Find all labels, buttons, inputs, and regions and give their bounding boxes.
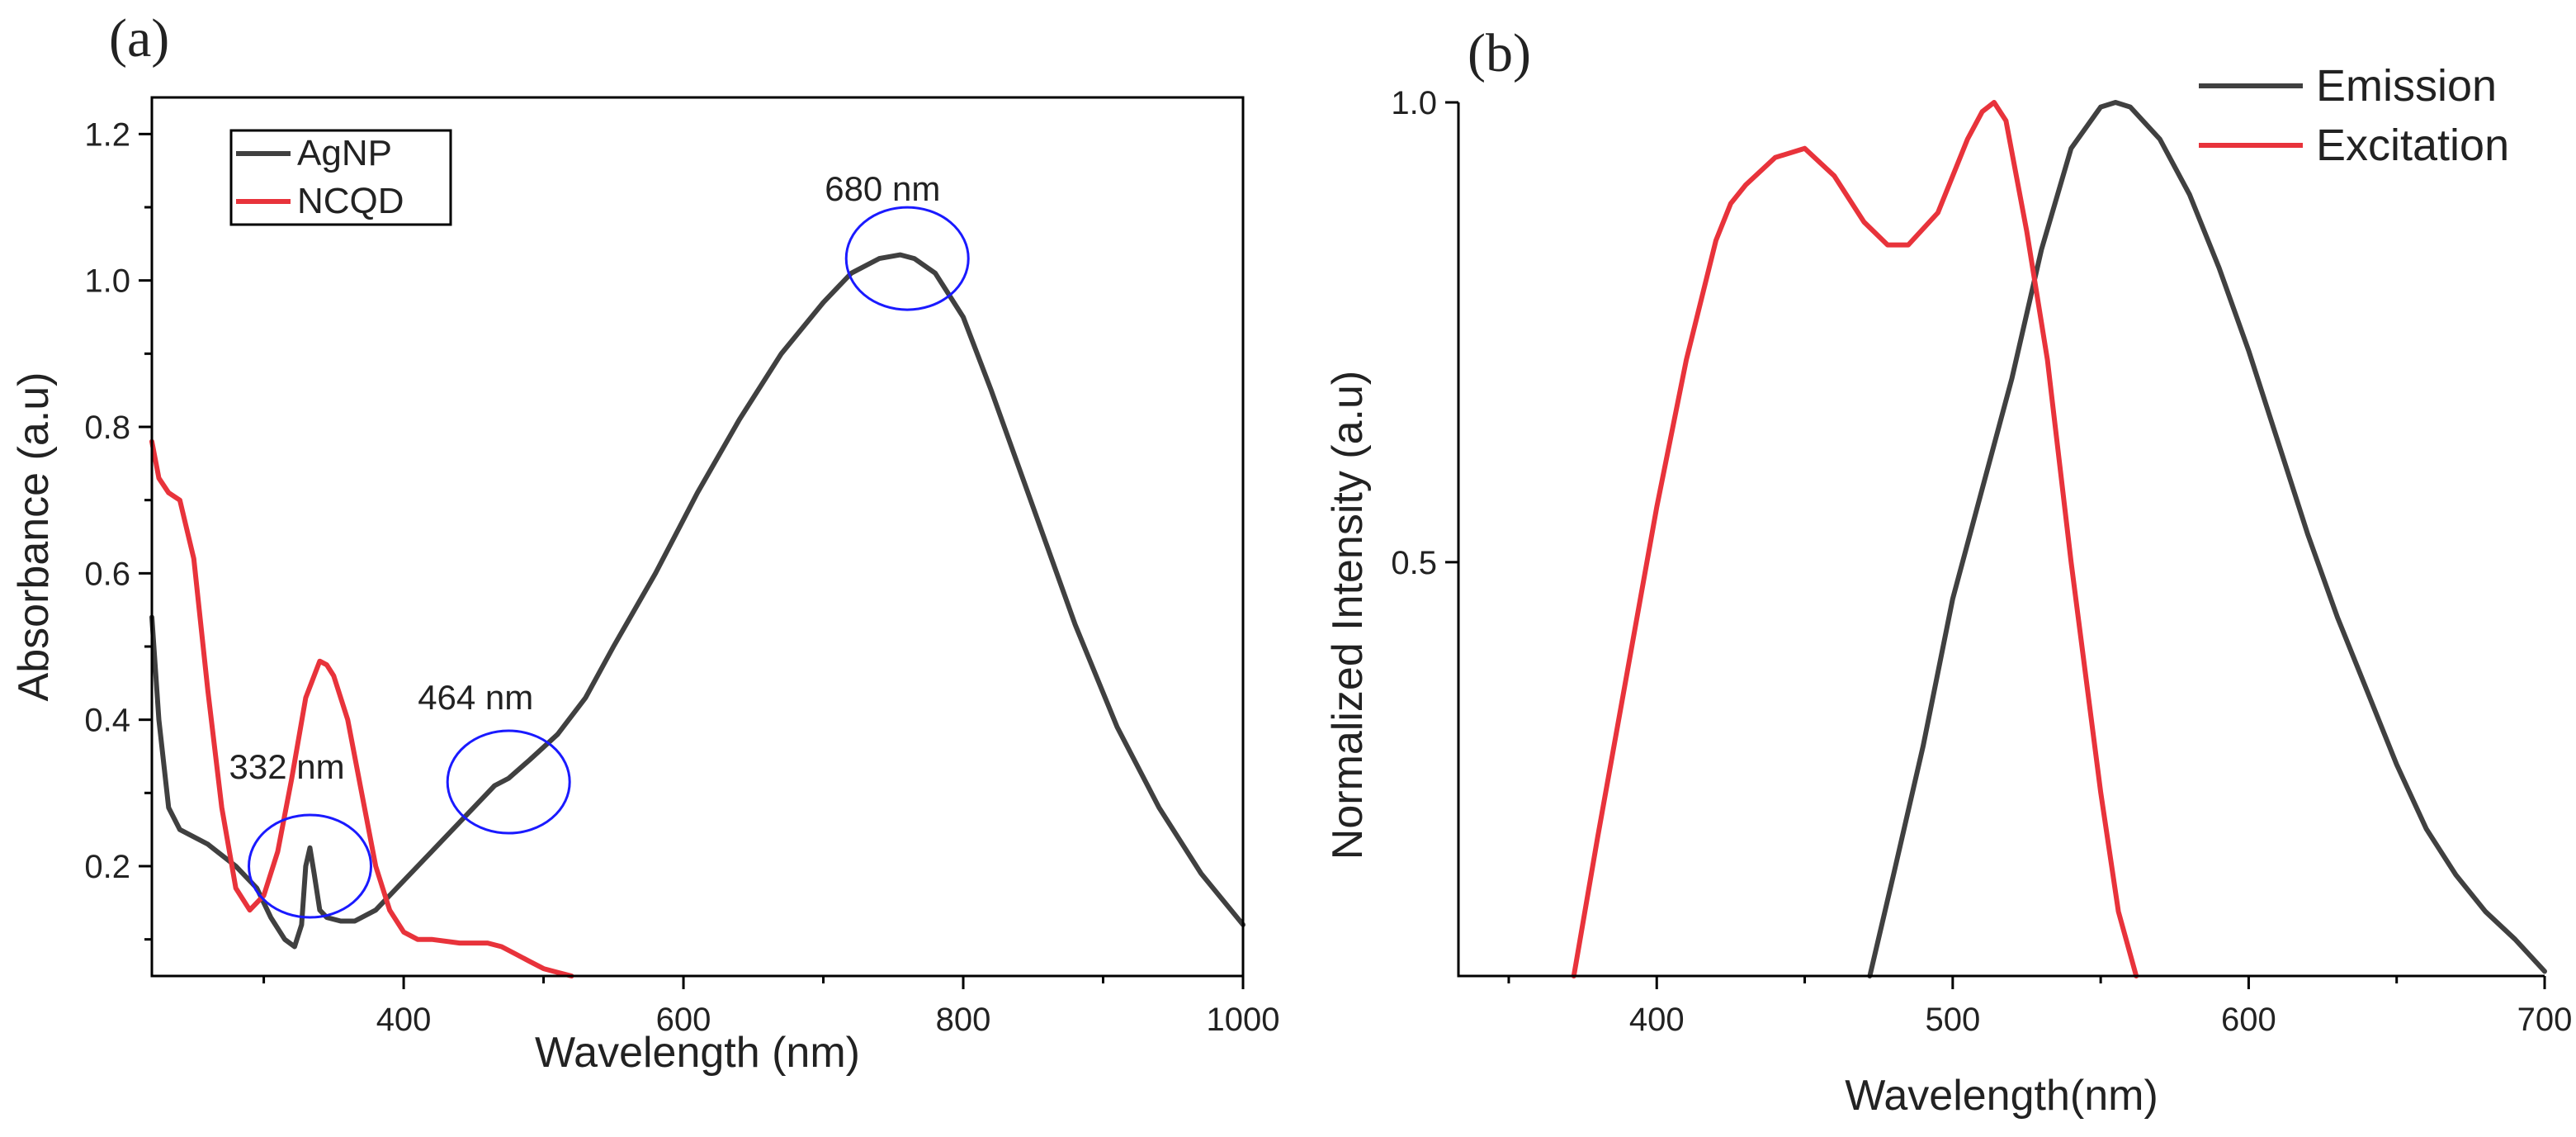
- panel-a-xtick-label: 1000: [1207, 1002, 1280, 1038]
- panel-a-ticks: 400 600 800 1000 0.2 0.4 0.6 0.8 1.0 1.2: [84, 116, 1279, 1038]
- series-line-ncqd: [149, 438, 574, 978]
- annotation-circle: [844, 206, 970, 311]
- panel-a-y-axis-title: Absorbance (a.u): [10, 372, 58, 702]
- panel-a-ytick-label: 1.2: [84, 116, 130, 153]
- panel-b-xtick-label: 600: [2221, 1002, 2276, 1038]
- panel-b-x-axis-title: Wavelength(nm): [1845, 1072, 2158, 1120]
- panel-a-xtick-label: 800: [936, 1002, 991, 1038]
- panel-b-label: (b): [1468, 23, 1531, 83]
- panel-b-ytick-label: 1.0: [1391, 85, 1437, 121]
- panel-b-xtick-label: 700: [2517, 1002, 2573, 1038]
- panel-a-axis-frame: [150, 96, 1245, 978]
- panel-a-xtick-label: 600: [656, 1002, 711, 1038]
- panel-a-ytick-label: 0.6: [84, 556, 130, 592]
- annotation-label: 332 nm: [229, 747, 345, 786]
- panel-a-x-axis-title: Wavelength (nm): [535, 1029, 860, 1077]
- panel-b-ticks: 400 500 600 700 0.5 1.0: [1391, 85, 2572, 1038]
- series-line-excitation: [1571, 100, 2139, 978]
- panel-b-y-axis-title: Normalized Intensity (a.u): [1324, 371, 1372, 860]
- panel-a-label: (a): [109, 8, 169, 69]
- panel-a-ytick-label: 0.4: [84, 703, 130, 739]
- panel-b-ytick-label: 0.5: [1391, 545, 1437, 581]
- panel-b-xtick-label: 400: [1629, 1002, 1685, 1038]
- annotation-label: 464 nm: [418, 678, 533, 717]
- panel-a-ytick-label: 0.8: [84, 410, 130, 446]
- panel-a-series: [149, 252, 1245, 978]
- panel-a: (a) 400 600 800 1000 0.2 0.4 0.6 0.8 1.0 1.2 680 …: [10, 8, 1279, 1077]
- legend-label-emission: Emission: [2316, 61, 2497, 111]
- annotation-circle: [446, 729, 571, 835]
- panel-b-series: [1571, 100, 2547, 978]
- panel-b-legend: Emission Excitation: [2199, 61, 2509, 170]
- panel-a-ytick-label: 0.2: [84, 849, 130, 885]
- panel-a-ytick-label: 1.0: [84, 263, 130, 300]
- annotation-label: 680 nm: [825, 169, 940, 208]
- legend-label-excitation: Excitation: [2316, 121, 2509, 170]
- panel-a-annotations: 680 nm 464 nm 332 nm: [229, 169, 970, 919]
- annotation-circle: [248, 813, 373, 919]
- panel-b-xtick-label: 500: [1925, 1002, 1980, 1038]
- panel-a-legend: AgNP NCQD: [229, 129, 452, 226]
- panel-b-axes: [1457, 102, 2545, 978]
- panel-b: (b) 400 500 600 700 0.5 1.0 Wavelength(nm) No…: [1324, 23, 2572, 1120]
- legend-label-ncqd: NCQD: [297, 181, 404, 221]
- series-line-agnp: [149, 252, 1245, 950]
- panel-a-legend-box: [229, 129, 452, 226]
- panel-a-xtick-label: 400: [376, 1002, 432, 1038]
- legend-label-agnp: AgNP: [297, 133, 392, 173]
- series-line-emission: [1867, 100, 2547, 978]
